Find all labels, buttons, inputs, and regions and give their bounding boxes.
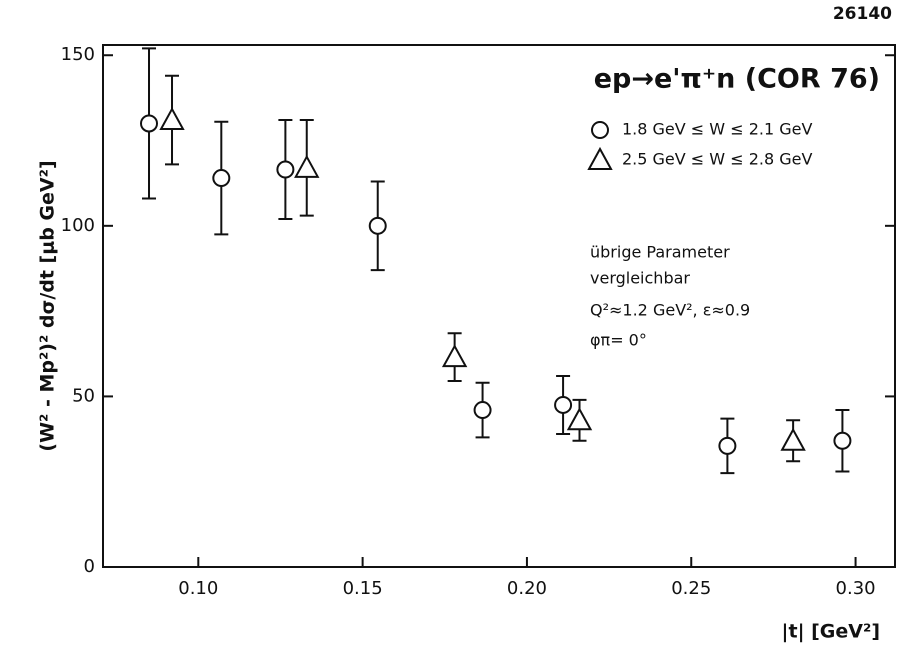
note: übrige Parameter — [590, 243, 730, 262]
triangle-marker — [780, 427, 806, 451]
legend-label: 1.8 GeV ≤ W ≤ 2.1 GeV — [622, 120, 812, 139]
triangle-marker — [587, 146, 613, 170]
note: φπ= 0° — [590, 331, 647, 350]
y-tick-label: 50 — [72, 385, 95, 406]
triangle-marker — [294, 154, 320, 178]
circle-marker — [276, 160, 295, 179]
y-tick-label: 100 — [61, 215, 95, 236]
y-tick-label: 150 — [61, 44, 95, 65]
x-tick-label: 0.20 — [507, 578, 547, 599]
chart-title: ep→e'π⁺n (COR 76) — [594, 64, 880, 95]
note: vergleichbar — [590, 269, 690, 288]
figure-id: 26140 — [833, 4, 892, 24]
circle-marker — [554, 395, 573, 414]
triangle-marker — [441, 344, 468, 368]
y-tick-label: 0 — [84, 556, 95, 577]
x-tick-label: 0.25 — [671, 578, 711, 599]
x-tick-label: 0.10 — [178, 578, 218, 599]
x-axis-label: |t| [GeV²] — [782, 621, 880, 643]
x-tick-label: 0.15 — [343, 578, 383, 599]
triangle-marker — [566, 407, 593, 431]
legend-label: 2.5 GeV ≤ W ≤ 2.8 GeV — [622, 150, 812, 169]
note: Q²≈1.2 GeV², ε≈0.9 — [590, 301, 750, 320]
circle-marker — [833, 431, 852, 450]
circle-marker — [212, 169, 231, 188]
plot-frame — [102, 44, 896, 568]
circle-marker — [591, 121, 609, 139]
y-axis-label: (W² - Mp²)² dσ/dt [μb GeV²] — [37, 160, 59, 451]
triangle-marker — [159, 106, 185, 131]
circle-marker — [368, 216, 387, 235]
x-tick-label: 0.30 — [836, 578, 876, 599]
circle-marker — [473, 401, 492, 420]
circle-marker — [140, 114, 159, 133]
circle-marker — [718, 436, 737, 455]
